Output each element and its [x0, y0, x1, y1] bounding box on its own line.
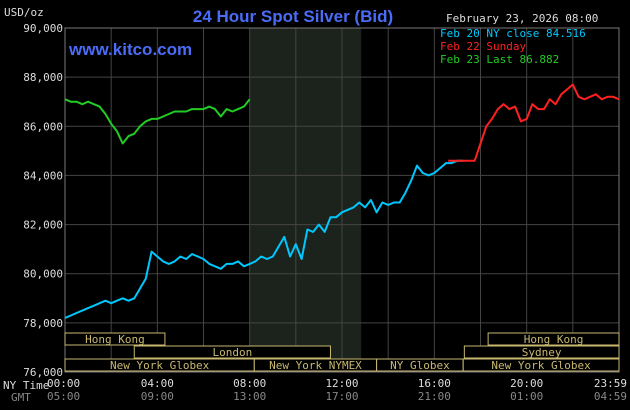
watermark-url: www.kitco.com — [68, 40, 192, 59]
session-box — [64, 332, 166, 346]
session-box — [133, 345, 331, 359]
x-tick-label-gmt: 04:59 — [594, 390, 627, 403]
y-tick-label: 78,000 — [23, 317, 63, 330]
chart-title: 24 Hour Spot Silver (Bid) — [193, 7, 393, 26]
session-label: NY Globex — [390, 359, 450, 372]
y-tick-label: 84,000 — [23, 169, 63, 182]
x-tick-label-ny: 16:00 — [418, 377, 451, 390]
x-tick-label-ny: 04:00 — [141, 377, 174, 390]
session-label: Sydney — [522, 346, 562, 359]
x-tick-label-gmt: 17:00 — [325, 390, 358, 403]
session-box — [487, 332, 620, 346]
x-tick-label-gmt: 09:00 — [141, 390, 174, 403]
x-tick-label-gmt: 13:00 — [233, 390, 266, 403]
legend-item: Feb 23 Last 86.882 — [440, 53, 559, 66]
x-tick-label-gmt: 01:00 — [510, 390, 543, 403]
session-label: London — [212, 346, 252, 359]
y-tick-label: 80,000 — [23, 268, 63, 281]
x-row-label-gmt: GMT — [11, 391, 31, 404]
session-label: New York Globex — [110, 359, 210, 372]
y-tick-label: 86,000 — [23, 120, 63, 133]
y-tick-label: 88,000 — [23, 71, 63, 84]
y-tick-label: 82,000 — [23, 219, 63, 232]
series-line-feb-23 — [64, 98, 251, 145]
legend-item: Feb 20 NY close 84.516 — [440, 27, 586, 40]
x-row-label-ny: NY Time — [3, 379, 49, 392]
price-series — [64, 83, 620, 319]
x-tick-label-ny: 20:00 — [510, 377, 543, 390]
shaded-region-layer — [249, 28, 362, 372]
plot-frame — [64, 27, 620, 373]
x-tick-label-ny: 23:59 — [594, 377, 627, 390]
y-axis-unit-label: USD/oz — [4, 6, 44, 19]
x-tick-label-ny: 12:00 — [325, 377, 358, 390]
session-box — [463, 345, 620, 359]
legend-item: Feb 22 Sunday — [440, 40, 526, 53]
x-tick-label-gmt: 21:00 — [418, 390, 451, 403]
chart-date-label: February 23, 2026 08:00 — [446, 12, 598, 25]
session-label: Hong Kong — [85, 333, 145, 346]
series-line-feb-22 — [448, 83, 620, 162]
x-tick-label-ny: 00:00 — [47, 377, 80, 390]
y-axis-ticks: 90,000 88,000 86,000 84,000 82,000 80,000 78,0… — [23, 22, 63, 379]
session-label: Hong Kong — [524, 333, 584, 346]
session-box — [462, 358, 620, 372]
x-tick-label-ny: 08:00 — [233, 377, 266, 390]
series-line-feb-20 — [64, 159, 464, 319]
session-label: New York Globex — [491, 359, 591, 372]
y-tick-label: 76,000 — [23, 366, 63, 379]
x-tick-label-gmt: 05:00 — [47, 390, 80, 403]
shaded-nymex-region — [249, 28, 362, 372]
session-label: New York NYMEX — [269, 359, 362, 372]
y-tick-label: 90,000 — [23, 22, 63, 35]
